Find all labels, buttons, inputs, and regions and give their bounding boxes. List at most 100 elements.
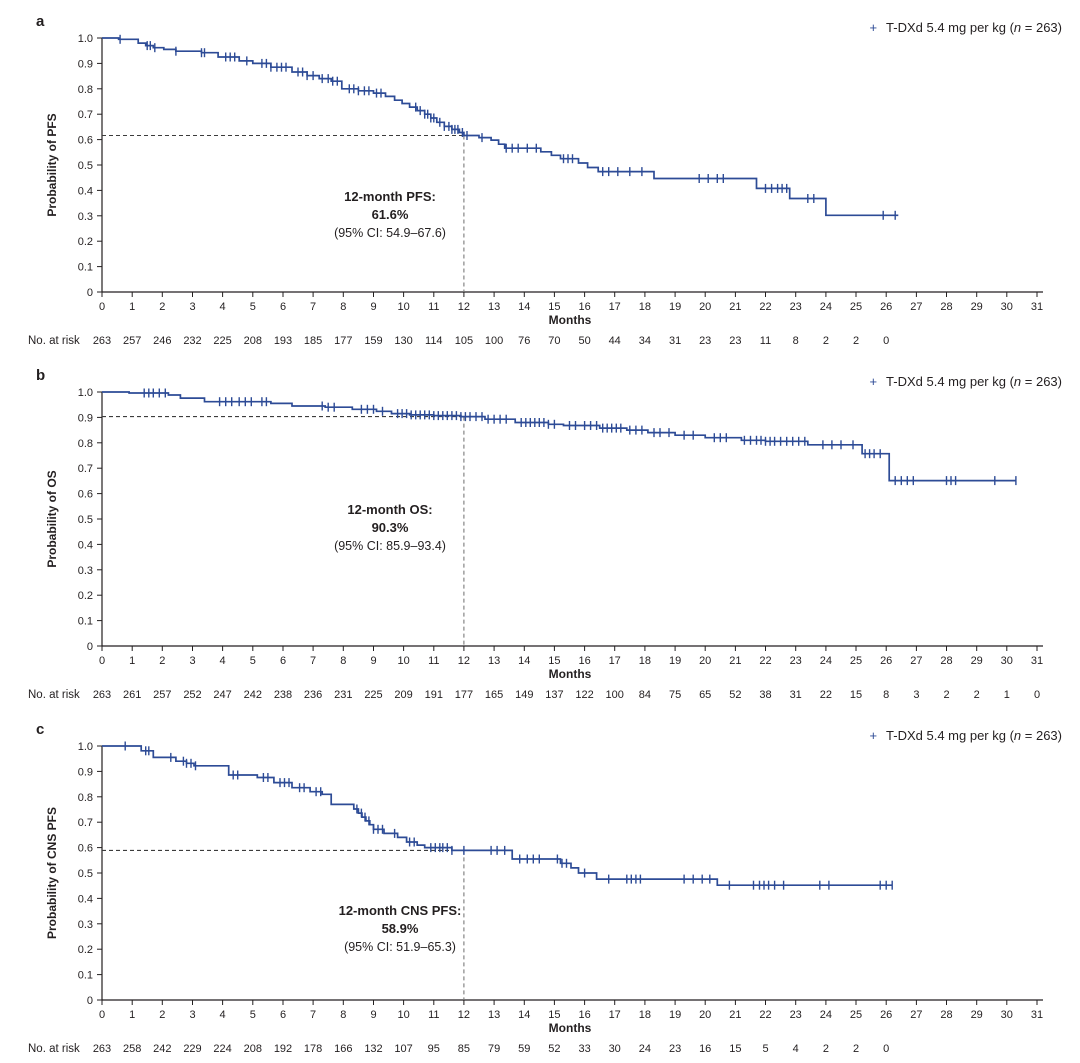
- x-tick-label: 8: [340, 301, 346, 313]
- at-risk-count: 193: [274, 335, 292, 347]
- km-panel-c: c + T-DXd 5.4 mg per kg (n = 263) Probabi…: [28, 721, 1062, 1055]
- x-tick-label: 31: [1031, 1009, 1043, 1021]
- x-tick-label: 24: [820, 1009, 832, 1021]
- y-tick-label: 0.7: [78, 109, 93, 121]
- at-risk-count: 225: [213, 335, 231, 347]
- x-tick-label: 3: [189, 655, 195, 667]
- legend-label-suffix: = 263): [1021, 20, 1062, 35]
- at-risk-count: 2: [823, 1043, 829, 1055]
- at-risk-count: 178: [304, 1043, 322, 1055]
- plot-area: 1.00.90.80.70.60.50.40.30.20.100 1 2 3 4 5 6 7 8…: [78, 33, 1043, 347]
- at-risk-count: 2: [853, 1043, 859, 1055]
- y-tick-label: 0.8: [78, 438, 93, 450]
- at-risk-count: 59: [518, 1043, 530, 1055]
- y-tick-label: 0.1: [78, 970, 93, 982]
- x-tick-label: 17: [609, 655, 621, 667]
- x-tick-label: 18: [639, 655, 651, 667]
- y-tick-label: 0: [87, 287, 93, 299]
- y-tick-label: 0.1: [78, 616, 93, 628]
- at-risk-count: 232: [183, 335, 201, 347]
- at-risk-count: 229: [183, 1043, 201, 1055]
- x-tick-label: 31: [1031, 655, 1043, 667]
- x-tick-label: 25: [850, 1009, 862, 1021]
- x-tick-label: 20: [699, 1009, 711, 1021]
- y-tick-label: 0.5: [78, 160, 93, 172]
- at-risk-count: 70: [548, 335, 560, 347]
- panel-letter: b: [36, 367, 45, 384]
- at-risk-count: 208: [244, 1043, 262, 1055]
- y-tick-label: 0.4: [78, 893, 93, 905]
- at-risk-count: 257: [123, 335, 141, 347]
- legend-label: T-DXd 5.4 mg per kg (: [886, 20, 1015, 35]
- at-risk-count: 100: [485, 335, 503, 347]
- x-tick-label: 13: [488, 301, 500, 313]
- at-risk-count: 252: [183, 689, 201, 701]
- y-tick-label: 0.9: [78, 766, 93, 778]
- y-tick-label: 0.2: [78, 944, 93, 956]
- x-tick-label: 28: [940, 301, 952, 313]
- y-tick-label: 0.6: [78, 489, 93, 501]
- x-tick-label: 25: [850, 655, 862, 667]
- at-risk-count: 75: [669, 689, 681, 701]
- x-tick-label: 24: [820, 301, 832, 313]
- annotation-title: 12-month OS:: [347, 502, 432, 517]
- x-tick-label: 29: [971, 301, 983, 313]
- at-risk-count: 242: [153, 1043, 171, 1055]
- legend-n: n: [1014, 374, 1021, 389]
- x-tick-label: 18: [639, 1009, 651, 1021]
- x-tick-label: 19: [669, 1009, 681, 1021]
- y-axis-title: Probability of CNS PFS: [45, 807, 59, 939]
- at-risk-count: 23: [699, 335, 711, 347]
- y-tick-label: 0.1: [78, 262, 93, 274]
- x-tick-label: 21: [729, 301, 741, 313]
- at-risk-count: 24: [639, 1043, 651, 1055]
- x-tick-label: 14: [518, 1009, 530, 1021]
- at-risk-count: 177: [334, 335, 352, 347]
- x-tick-label: 26: [880, 655, 892, 667]
- y-tick-label: 0.3: [78, 211, 93, 223]
- legend-n: n: [1014, 728, 1021, 743]
- x-tick-label: 12: [458, 1009, 470, 1021]
- at-risk-count: 52: [729, 689, 741, 701]
- censor-plus-icon: +: [869, 20, 877, 35]
- y-tick-label: 0.2: [78, 590, 93, 602]
- at-risk-count: 4: [793, 1043, 799, 1055]
- x-tick-label: 20: [699, 301, 711, 313]
- km-panel-a: a + T-DXd 5.4 mg per kg (n = 263) Probabi…: [28, 13, 1062, 347]
- y-tick-label: 0.5: [78, 868, 93, 880]
- at-risk-label: No. at risk: [28, 1043, 80, 1055]
- at-risk-count: 191: [425, 689, 443, 701]
- x-tick-label: 14: [518, 301, 530, 313]
- at-risk-count: 0: [1034, 689, 1040, 701]
- at-risk-count: 236: [304, 689, 322, 701]
- x-axis-title: Months: [549, 313, 592, 327]
- x-tick-label: 4: [220, 655, 226, 667]
- km-curve: [102, 37, 899, 217]
- y-axis-title: Probability of PFS: [45, 113, 59, 216]
- x-tick-label: 6: [280, 301, 286, 313]
- x-tick-label: 16: [578, 301, 590, 313]
- x-tick-label: 30: [1001, 1009, 1013, 1021]
- at-risk-count: 44: [609, 335, 621, 347]
- at-risk-count: 225: [364, 689, 382, 701]
- x-tick-label: 2: [159, 301, 165, 313]
- at-risk-count: 23: [669, 1043, 681, 1055]
- legend-label: T-DXd 5.4 mg per kg (: [886, 374, 1015, 389]
- at-risk-count: 65: [699, 689, 711, 701]
- at-risk-count: 263: [93, 689, 111, 701]
- y-tick-label: 0.6: [78, 135, 93, 147]
- x-tick-label: 1: [129, 301, 135, 313]
- x-tick-label: 19: [669, 301, 681, 313]
- y-tick-label: 0.9: [78, 412, 93, 424]
- at-risk-count: 76: [518, 335, 530, 347]
- y-tick-label: 0.6: [78, 843, 93, 855]
- x-tick-label: 17: [609, 1009, 621, 1021]
- at-risk-count: 130: [394, 335, 412, 347]
- at-risk-count: 224: [213, 1043, 231, 1055]
- at-risk-count: 209: [394, 689, 412, 701]
- at-risk-count: 137: [545, 689, 563, 701]
- annotation-title: 12-month PFS:: [344, 189, 436, 204]
- at-risk-count: 30: [609, 1043, 621, 1055]
- x-tick-label: 10: [397, 655, 409, 667]
- x-tick-label: 17: [609, 301, 621, 313]
